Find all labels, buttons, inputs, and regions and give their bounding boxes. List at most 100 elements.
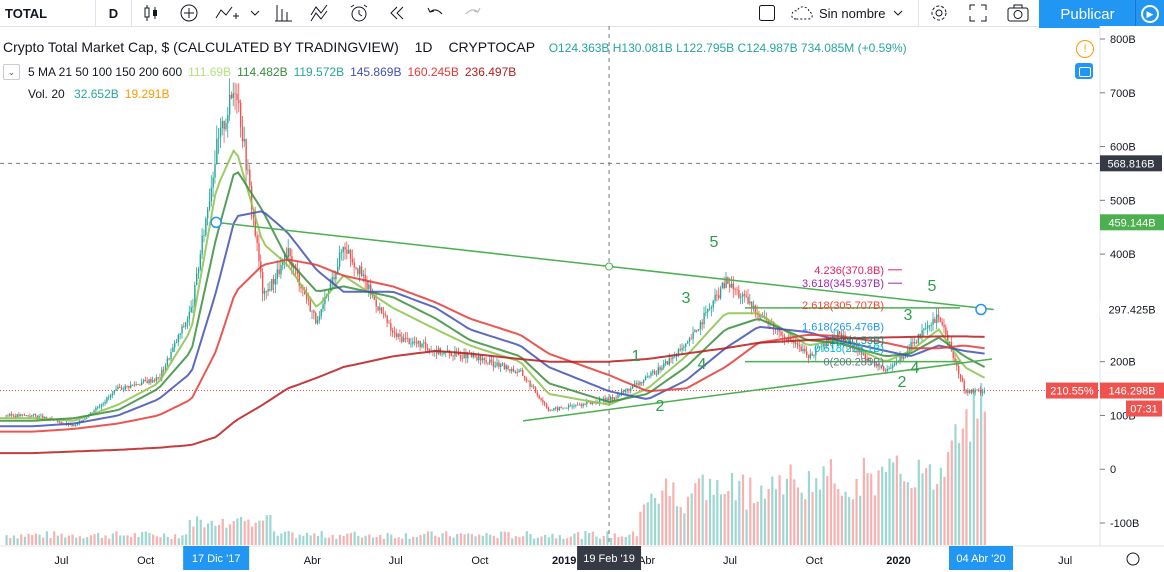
candle-body [32,414,35,416]
camera-icon[interactable] [997,0,1039,26]
ma-value-1: 114.482B [237,65,288,79]
volume-bar [690,493,693,545]
candle-body [642,380,645,384]
axis-settings-gear-icon[interactable] [1126,552,1140,566]
candle-body [216,138,218,164]
candle-body [917,334,920,343]
candle-body [849,340,852,348]
candle-body [402,338,405,342]
volume-bar [82,538,85,545]
candle-body [547,407,550,411]
volume-bar [752,503,756,545]
chevron-down-icon[interactable] [246,0,264,26]
volume-bar [866,473,869,545]
compare-icon[interactable] [264,0,302,26]
candle-body [945,327,947,335]
candle-body [886,369,888,371]
candle-body [567,405,570,408]
layout-icon[interactable] [750,0,784,26]
upper-trendline[interactable] [216,221,994,311]
indicators-icon[interactable] [208,0,246,26]
candle-body [423,342,425,344]
candle-body [873,362,876,363]
candles-icon[interactable] [132,0,170,26]
candle-body [655,373,658,375]
trendline-mid-handle[interactable] [605,262,614,271]
symbol-search[interactable]: TOTAL [0,0,96,26]
volume-bar [646,502,649,545]
add-icon[interactable] [170,0,208,26]
gear-icon[interactable] [919,0,959,26]
candle-body [969,390,971,393]
candle-body [591,402,594,405]
replay-icon[interactable] [378,0,416,26]
candle-body [666,361,669,365]
candle-body [155,377,158,382]
candle-body [346,249,348,254]
volume-bar [591,531,594,545]
volume-bar [650,493,653,545]
volume-bar [844,491,847,545]
candle-body [91,412,93,414]
candle-body [646,376,649,378]
trendline-handle[interactable] [210,216,222,229]
volume-bar [873,495,876,545]
collapse-chevron-icon[interactable]: ⌄ [3,64,20,80]
volume-bar [818,489,822,545]
layout-name-button[interactable]: Sin nombre [784,0,919,26]
candle-body [793,341,795,344]
candle-body [274,279,277,285]
candle-body [307,299,310,301]
volume-bar [60,533,63,545]
candle-body [586,401,588,405]
candle-body [278,269,280,275]
candle-body [428,349,431,352]
candle-body [674,356,676,358]
candle-body [727,277,729,284]
volume-bar [642,504,646,545]
fullscreen-icon[interactable] [959,0,997,26]
volume-bar [672,482,675,545]
volume-bar [782,494,785,545]
volume-bar [947,452,950,545]
candle-body [305,294,308,300]
candle-body [624,390,627,392]
volume-bar [426,531,430,545]
candle-body [459,354,462,359]
x-tick-label: Abr [638,555,655,567]
candle-body [580,404,583,407]
price-axis[interactable] [1100,26,1164,546]
candle-body [214,163,216,178]
candle-body [503,363,506,370]
volume-bar [525,531,528,545]
candle-body [569,405,572,407]
data-window-icon[interactable] [1075,63,1093,79]
templates-icon[interactable] [302,0,340,26]
candle-body [811,353,813,356]
volume-bar [42,537,45,545]
volume-bar [492,535,495,545]
redo-icon[interactable] [454,0,492,26]
volume-bar [467,533,470,545]
candle-body [696,330,698,332]
interval-select[interactable]: D [96,0,132,26]
undo-icon[interactable] [416,0,454,26]
candle-body [571,405,573,407]
price-chart[interactable]: 4.236(370.8B)3.618(345.937B) 2.618(305.70… [0,26,1164,572]
publish-button[interactable]: Publicar [1039,0,1136,28]
play-button[interactable]: ▶ [1135,0,1164,28]
trendline-end-handle[interactable] [975,303,987,316]
volume-bar [793,479,796,545]
volume-bar [452,537,455,545]
candle-body [972,389,975,393]
candle-body [890,367,892,369]
candle-body [549,410,551,412]
lower-trendline[interactable] [522,358,993,422]
candle-body [109,394,112,398]
volume-bar [243,521,246,545]
candle-body [566,407,568,409]
alert-icon[interactable] [340,0,378,26]
candle-body [174,342,176,348]
volume-bar [859,495,862,545]
warning-icon[interactable]: ! [1076,40,1094,58]
